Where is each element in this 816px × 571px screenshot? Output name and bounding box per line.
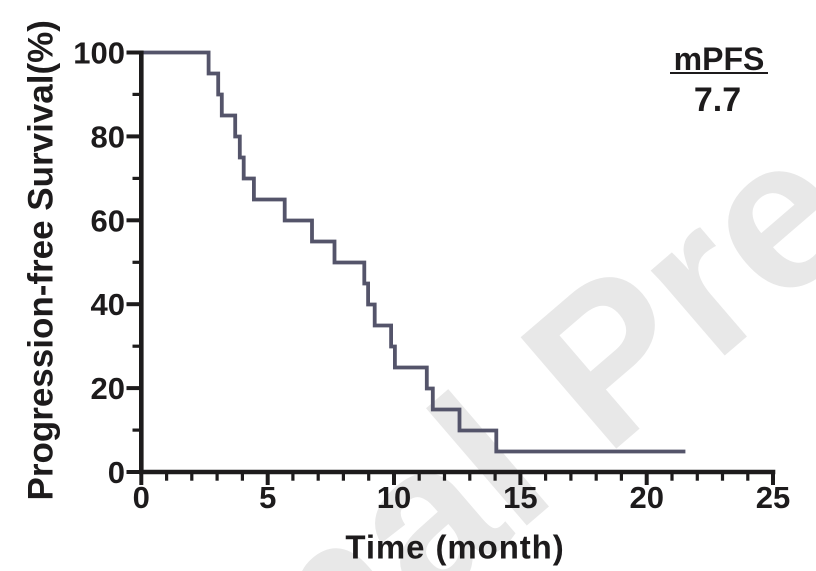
svg-text:0: 0	[108, 455, 125, 490]
svg-text:15: 15	[503, 480, 537, 515]
svg-text:40: 40	[91, 287, 125, 322]
svg-text:20: 20	[629, 480, 663, 515]
svg-text:20: 20	[91, 371, 125, 406]
svg-text:7.7: 7.7	[694, 81, 741, 119]
svg-text:100: 100	[73, 36, 125, 71]
svg-text:Progression-free Survival(%): Progression-free Survival(%)	[22, 20, 61, 500]
svg-text:60: 60	[91, 203, 125, 238]
svg-text:Time (month): Time (month)	[345, 529, 564, 566]
svg-text:10: 10	[377, 480, 411, 515]
svg-text:mPFS: mPFS	[674, 41, 765, 77]
svg-text:0: 0	[133, 480, 150, 515]
svg-text:5: 5	[259, 480, 276, 515]
svg-text:80: 80	[91, 119, 125, 154]
svg-text:25: 25	[756, 480, 790, 515]
